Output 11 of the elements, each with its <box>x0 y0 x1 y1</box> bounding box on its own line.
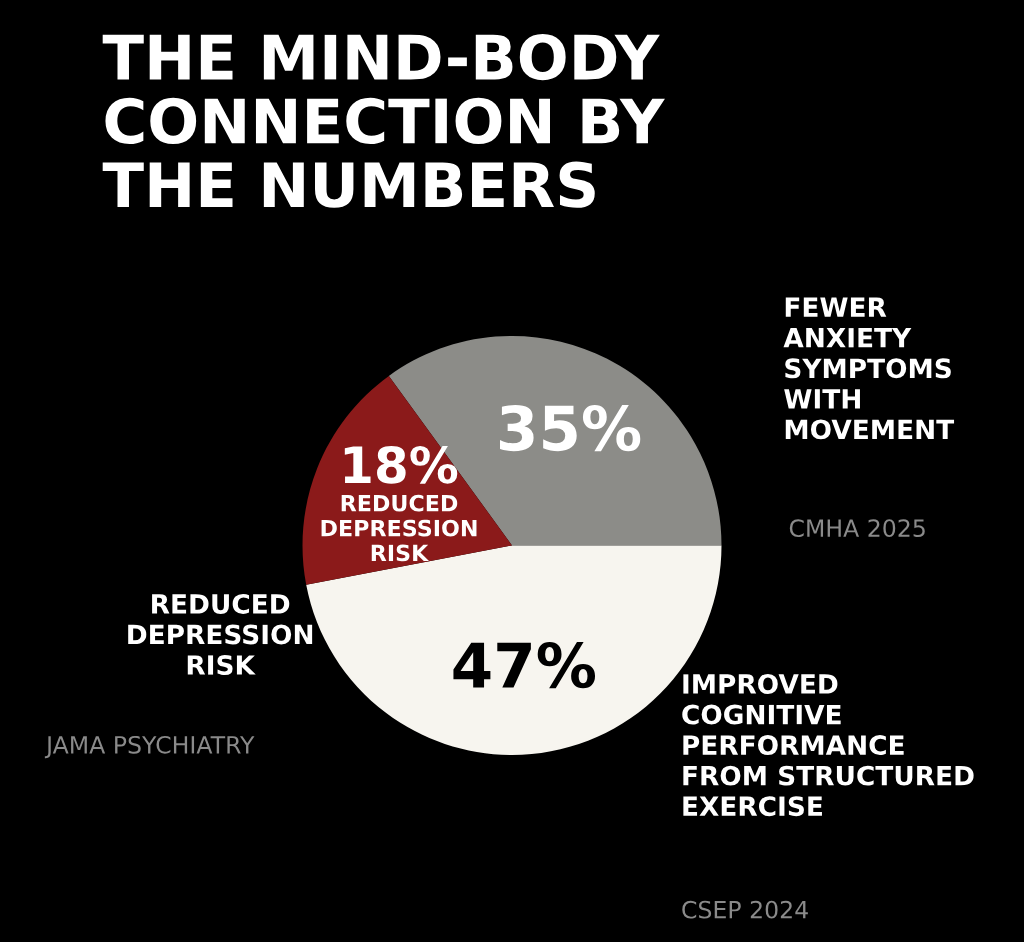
slice-label: IMPROVED COGNITIVE PERFORMANCE FROM STRUCTURED EXERCISE <box>682 674 974 817</box>
text: REDUCED DEPRESSION RISK <box>321 494 477 562</box>
slice-label: REDUCED DEPRESSION RISK <box>128 593 313 675</box>
chart-title: THE MIND-BODY CONNECTION BY THE NUMBERS <box>102 34 665 208</box>
data-label: 47% <box>453 642 596 689</box>
text: CSEP 2024 <box>682 900 808 919</box>
slice-label: FEWER ANXIETY SYMPTOMS WITH MOVEMENT <box>783 297 955 440</box>
text: JAMA PSYCHIATRY <box>44 735 255 759</box>
data-label: 35% <box>500 404 641 452</box>
text: CMHA 2025 <box>789 519 925 538</box>
data-label: 18% <box>344 445 458 484</box>
